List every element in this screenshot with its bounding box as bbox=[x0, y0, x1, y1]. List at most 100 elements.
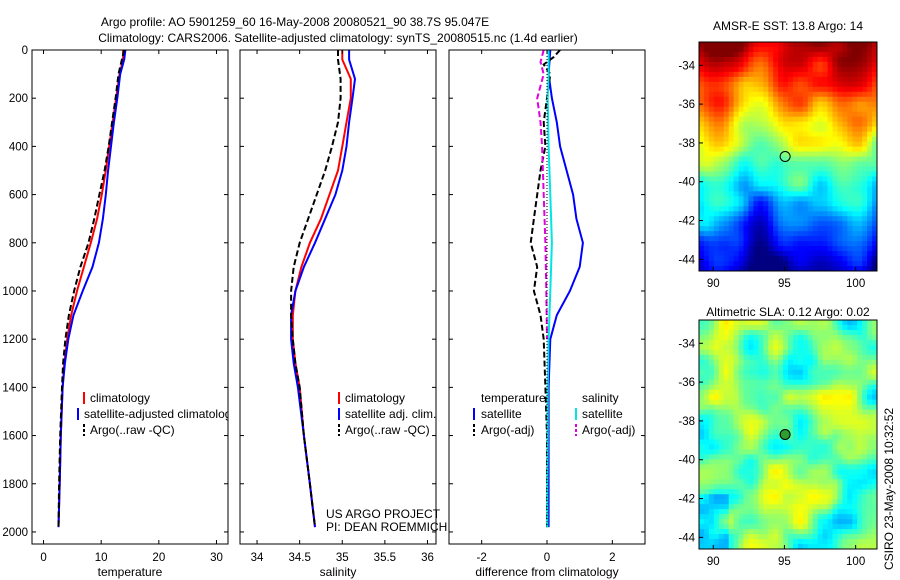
map-cell bbox=[852, 444, 858, 450]
map-cell bbox=[872, 61, 877, 68]
map-cell bbox=[852, 399, 858, 406]
map-cell bbox=[778, 186, 784, 192]
map-cell bbox=[822, 479, 828, 485]
map-cell bbox=[763, 529, 769, 535]
map-cell bbox=[783, 226, 789, 232]
map-cell bbox=[713, 81, 720, 88]
map-cell bbox=[743, 474, 749, 480]
map-cell bbox=[857, 379, 863, 386]
map-cell bbox=[748, 384, 754, 391]
map-cell bbox=[872, 161, 877, 167]
map-cell bbox=[699, 359, 705, 366]
map-cell bbox=[713, 334, 720, 341]
map-cell bbox=[867, 474, 873, 480]
map-cell bbox=[852, 116, 858, 123]
map-cell bbox=[842, 266, 848, 271]
map-cell bbox=[807, 409, 814, 415]
map-cell bbox=[837, 226, 843, 232]
map-cell bbox=[842, 71, 848, 78]
map-cell bbox=[788, 349, 794, 356]
map-cell bbox=[852, 354, 858, 361]
map-cell bbox=[768, 151, 774, 157]
map-cell bbox=[837, 489, 843, 495]
map-cell bbox=[743, 364, 749, 371]
map-cell bbox=[788, 81, 794, 88]
map-cell bbox=[708, 251, 715, 257]
map-cell bbox=[867, 339, 873, 346]
map-cell bbox=[718, 519, 725, 525]
map-cell bbox=[837, 121, 843, 128]
map-cell bbox=[867, 509, 873, 515]
map-cell bbox=[733, 449, 739, 455]
map-cell bbox=[713, 171, 720, 177]
map-cell bbox=[753, 364, 759, 371]
map-cell bbox=[699, 459, 705, 465]
map-cell bbox=[783, 251, 789, 257]
map-cell bbox=[768, 191, 774, 197]
map-cell bbox=[718, 266, 725, 271]
map-cell bbox=[763, 91, 769, 98]
map-cell bbox=[753, 474, 759, 480]
map-cell bbox=[699, 339, 705, 346]
y-tick-label: 1800 bbox=[2, 479, 28, 491]
map-cell bbox=[817, 201, 824, 207]
map-cell bbox=[822, 519, 828, 525]
map-cell bbox=[852, 434, 858, 440]
map-cell bbox=[733, 374, 739, 381]
map-cell bbox=[733, 146, 739, 152]
map-cell bbox=[842, 534, 848, 540]
map-cell bbox=[778, 359, 784, 366]
map-cell bbox=[822, 146, 828, 152]
map-cell bbox=[812, 216, 819, 222]
map-cell bbox=[832, 534, 838, 540]
map-cell bbox=[832, 251, 838, 257]
map-cell bbox=[773, 151, 779, 157]
map-cell bbox=[847, 251, 853, 257]
map-cell bbox=[718, 236, 725, 242]
map-cell bbox=[827, 231, 833, 237]
map-cell bbox=[728, 206, 735, 212]
map-cell bbox=[708, 226, 715, 232]
map-cell bbox=[733, 231, 739, 237]
map-cell bbox=[812, 379, 819, 386]
map-cell bbox=[817, 444, 824, 450]
map-cell bbox=[699, 384, 705, 391]
map-cell bbox=[723, 216, 730, 222]
map-cell bbox=[703, 176, 710, 182]
y-tick-label: 800 bbox=[9, 238, 28, 250]
map-cell bbox=[812, 509, 819, 515]
map-cell bbox=[862, 156, 868, 162]
map-cell bbox=[822, 439, 828, 445]
map-cell bbox=[738, 216, 744, 222]
map-cell bbox=[837, 201, 843, 207]
map-cell bbox=[748, 369, 754, 376]
map-cell bbox=[827, 241, 833, 247]
map-cell bbox=[728, 539, 735, 545]
map-cell bbox=[857, 364, 863, 371]
map-cell bbox=[718, 46, 725, 53]
map-cell bbox=[867, 251, 873, 257]
map-cell bbox=[827, 374, 833, 381]
map-cell bbox=[718, 474, 725, 480]
map-cell bbox=[708, 534, 715, 540]
map-cell bbox=[852, 181, 858, 187]
map-cell bbox=[768, 524, 774, 530]
map-cell bbox=[817, 196, 824, 202]
map-cell bbox=[783, 156, 789, 162]
map-cell bbox=[837, 539, 843, 545]
map-cell bbox=[713, 369, 720, 376]
map-cell bbox=[788, 201, 794, 207]
map-cell bbox=[713, 374, 720, 381]
map-cell bbox=[773, 101, 779, 108]
map-cell bbox=[718, 409, 725, 415]
map-cell bbox=[728, 504, 735, 510]
map-cell bbox=[797, 171, 804, 177]
map-cell bbox=[812, 231, 819, 237]
map-cell bbox=[832, 116, 838, 123]
map-cell bbox=[817, 349, 824, 356]
map-cell bbox=[783, 439, 789, 445]
map-cell bbox=[857, 454, 863, 460]
map-cell bbox=[768, 429, 774, 435]
map-cell bbox=[857, 71, 863, 78]
map-cell bbox=[847, 359, 853, 366]
